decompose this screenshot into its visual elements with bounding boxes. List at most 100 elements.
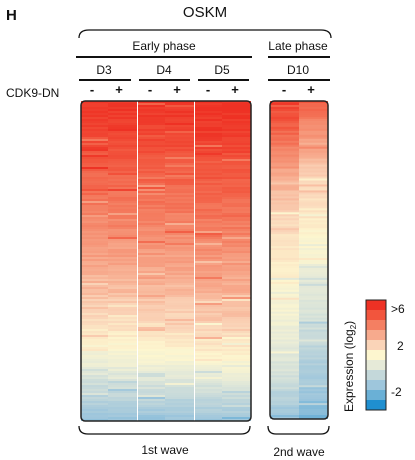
heatmap-cell-d10-minus-row-41 <box>270 182 299 185</box>
heatmap-cell-d3-plus-row-11 <box>108 123 137 126</box>
heatmap-cell-d5-minus-row-106 <box>195 313 224 316</box>
heatmap-cell-d10-plus-row-81 <box>299 261 328 265</box>
heatmap-cell-d3-minus-row-25 <box>81 151 110 154</box>
heatmap-cell-d3-minus-row-30 <box>81 161 110 164</box>
heatmap-cell-d5-plus-row-101 <box>222 303 251 306</box>
heatmap-cell-d3-plus-row-114 <box>108 329 137 332</box>
heatmap-cell-d5-minus-row-154 <box>195 409 224 412</box>
heatmap-cell-d10-minus-row-74 <box>270 248 299 251</box>
heatmap-cell-d4-plus-row-65 <box>165 231 194 234</box>
heatmap-cell-d3-minus-row-79 <box>81 259 110 262</box>
heatmap-cell-d3-minus-row-36 <box>81 173 110 176</box>
heatmap-cell-d4-plus-row-148 <box>165 397 194 400</box>
condition-title: OSKM <box>183 4 227 21</box>
heatmap-cell-d5-plus-row-77 <box>222 255 251 258</box>
heatmap-cell-d3-minus-row-148 <box>81 397 110 400</box>
heatmap-cell-d10-plus-row-88 <box>299 275 328 279</box>
heatmap-cell-d3-minus-row-70 <box>81 241 110 244</box>
heatmap-cell-d3-plus-row-61 <box>108 223 137 226</box>
heatmap-cell-d3-plus-row-27 <box>108 155 137 158</box>
heatmap-cell-d4-minus-row-61 <box>138 223 167 226</box>
heatmap-cell-d5-minus-row-131 <box>195 363 224 366</box>
heatmap-cell-d5-minus-row-42 <box>195 185 224 188</box>
heatmap-cell-d5-plus-row-131 <box>222 363 251 366</box>
heatmap-cell-d5-plus-row-145 <box>222 391 251 394</box>
heatmap-cell-d4-plus-row-152 <box>165 405 194 408</box>
heatmap-cell-d10-plus-row-47 <box>299 194 328 197</box>
heatmap-cell-d4-plus-row-132 <box>165 365 194 368</box>
heatmap-cell-d5-minus-row-35 <box>195 171 224 174</box>
heatmap-cell-d4-minus-row-96 <box>138 293 167 296</box>
heatmap-cell-d10-minus-row-150 <box>270 399 299 402</box>
heatmap-cell-d4-minus-row-150 <box>138 401 167 404</box>
heatmap-cell-d5-minus-row-21 <box>195 143 224 146</box>
heatmap-cell-d5-minus-row-128 <box>195 357 224 360</box>
heatmap-cell-d4-minus-row-75 <box>138 251 167 254</box>
heatmap-cell-d3-plus-row-70 <box>108 241 137 244</box>
heatmap-cell-d4-minus-row-17 <box>138 135 167 138</box>
colorbar-tick-mid: 2 <box>397 339 404 353</box>
heatmap-cell-d4-minus-row-5 <box>138 111 167 114</box>
heatmap-cell-d5-minus-row-142 <box>195 385 224 388</box>
heatmap-cell-d4-minus-row-124 <box>138 349 167 352</box>
heatmap-cell-d3-minus-row-31 <box>81 163 110 166</box>
heatmap-cell-d10-minus-row-9 <box>270 118 299 122</box>
heatmap-cell-d10-minus-row-120 <box>270 339 299 342</box>
heatmap-cell-d3-plus-row-92 <box>108 285 137 288</box>
heatmap-cell-d10-minus-row-141 <box>270 381 299 384</box>
heatmap-cell-d5-plus-row-25 <box>222 151 251 154</box>
heatmap-cell-d3-plus-row-101 <box>108 303 137 306</box>
heatmap-cell-d4-minus-row-36 <box>138 173 167 176</box>
heatmap-cell-d10-plus-row-58 <box>299 216 328 219</box>
heatmap-cell-d10-plus-row-118 <box>299 335 328 338</box>
heatmap-cell-d10-minus-row-146 <box>270 391 299 394</box>
heatmap-cell-d10-plus-row-13 <box>299 126 328 130</box>
heatmap-cell-d5-plus-row-21 <box>222 143 251 146</box>
heatmap-cell-d3-plus-row-38 <box>108 177 137 180</box>
heatmap-cell-d5-plus-row-78 <box>222 257 251 260</box>
row-label-cdk9: CDK9-DN <box>6 86 59 100</box>
heatmap-cell-d10-minus-row-97 <box>270 293 299 297</box>
heatmap-cell-d10-minus-row-67 <box>270 234 299 237</box>
heatmap-cell-d3-minus-row-125 <box>81 351 110 354</box>
heatmap-cell-d10-minus-row-78 <box>270 256 299 259</box>
treatment-plus-d4: + <box>173 82 181 97</box>
heatmap-cell-d10-plus-row-31 <box>299 162 328 165</box>
heatmap-cell-d3-plus-row-84 <box>108 269 137 272</box>
heatmap-cell-d10-minus-row-92 <box>270 283 299 287</box>
heatmap-cell-d4-minus-row-12 <box>138 125 167 128</box>
heatmap-cell-d5-minus-row-43 <box>195 187 224 190</box>
heatmap-cell-d3-plus-row-69 <box>108 239 137 242</box>
heatmap-cell-d4-minus-row-111 <box>138 323 167 326</box>
heatmap-cell-d10-minus-row-102 <box>270 303 299 307</box>
heatmap-cell-d3-minus-row-92 <box>81 285 110 288</box>
heatmap-cell-d3-minus-row-5 <box>81 111 110 114</box>
heatmap-cell-d3-plus-row-134 <box>108 369 137 372</box>
heatmap-cell-d4-plus-row-127 <box>165 355 194 358</box>
heatmap-cell-d10-plus-row-20 <box>299 140 328 144</box>
heatmap-early-phase <box>81 101 251 421</box>
heatmap-cell-d5-plus-row-37 <box>222 175 251 178</box>
heatmap-cell-d10-minus-row-8 <box>270 116 299 120</box>
heatmap-cell-d5-plus-row-84 <box>222 269 251 272</box>
heatmap-cell-d5-plus-row-40 <box>222 181 251 184</box>
heatmap-cell-d3-plus-row-63 <box>108 227 137 230</box>
heatmap-cell-d3-minus-row-75 <box>81 251 110 254</box>
heatmap-cell-d4-minus-row-142 <box>138 385 167 388</box>
heatmap-cell-d10-plus-row-36 <box>299 172 328 175</box>
heatmap-cell-d3-plus-row-117 <box>108 335 137 338</box>
heatmap-cell-d4-minus-row-21 <box>138 143 167 146</box>
heatmap-cell-d10-plus-row-8 <box>299 116 328 120</box>
heatmap-cell-d3-minus-row-16 <box>81 133 110 136</box>
heatmap-cell-d4-plus-row-31 <box>165 163 194 166</box>
heatmap-cell-d4-plus-row-1 <box>165 103 194 106</box>
heatmap-cell-d3-plus-row-51 <box>108 203 137 206</box>
heatmap-cell-d10-minus-row-131 <box>270 361 299 364</box>
heatmap-cell-d5-plus-row-91 <box>222 283 251 286</box>
heatmap-cell-d4-plus-row-88 <box>165 277 194 280</box>
heatmap-cell-d4-plus-row-102 <box>165 305 194 308</box>
heatmap-cell-d4-minus-row-146 <box>138 393 167 396</box>
heatmap-cell-d5-minus-row-102 <box>195 305 224 308</box>
colorbar-segment-0 <box>366 300 386 311</box>
heatmap-cell-d3-plus-row-140 <box>108 381 137 384</box>
